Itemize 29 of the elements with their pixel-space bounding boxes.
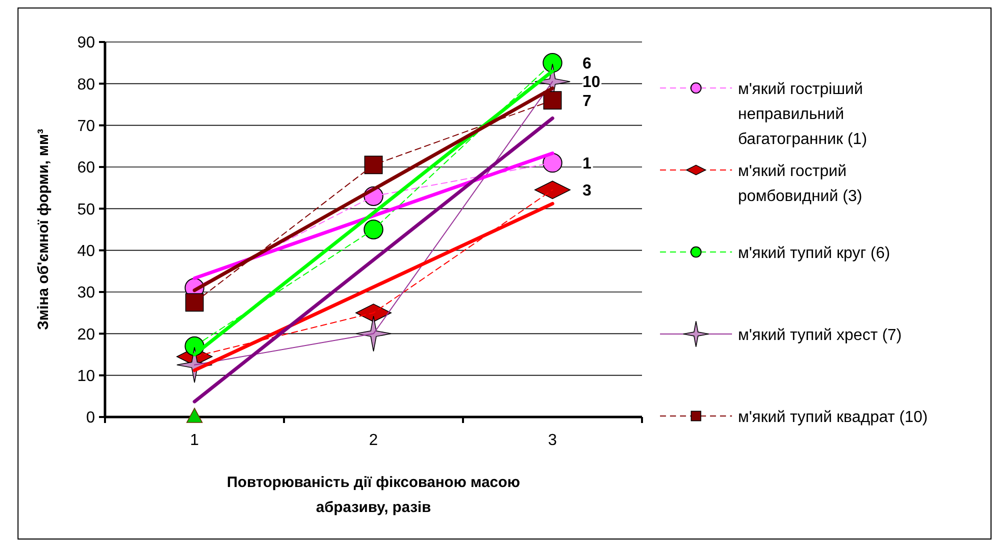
legend-label: м'який тупий круг (6) [738, 245, 890, 262]
annotation: 7 [582, 92, 592, 110]
legend-label: м'який гострий ромбовидний (3) [738, 163, 862, 205]
y-tick-label: 60 [77, 160, 96, 177]
y-tick-label: 50 [77, 201, 96, 218]
y-tick-label: 30 [77, 284, 96, 302]
y-tick-label: 70 [77, 118, 96, 135]
y-tick-label: 0 [86, 410, 96, 427]
point [543, 91, 562, 110]
annotation: 6 [582, 55, 592, 72]
point [364, 220, 384, 240]
x-axis-title: Повторюваність дії фіксованою масою абразиву, разів [226, 474, 520, 516]
point [542, 52, 562, 73]
legend-label: м'який тупий квадрат (10) [738, 409, 928, 426]
y-tick-label: 90 [77, 34, 96, 52]
y-tick-label: 40 [77, 242, 96, 260]
annotation: 3 [582, 182, 592, 200]
y-axis-title: Зміна об'ємної форми, мм³ [35, 128, 52, 330]
point [542, 152, 562, 173]
point [364, 156, 383, 174]
legend-label: м'який тупий хрест (7) [738, 327, 902, 344]
y-tick-label: 10 [77, 368, 96, 385]
x-tick-label: 1 [190, 432, 200, 449]
y-tick-label: 20 [77, 326, 96, 344]
x-tick-label: 2 [369, 432, 378, 449]
legend-label: м'який гостріший неправильний багатогранник (1) [738, 81, 868, 148]
y-tick-label: 80 [77, 76, 96, 94]
point [185, 293, 204, 312]
x-tick-label: 3 [548, 432, 558, 449]
